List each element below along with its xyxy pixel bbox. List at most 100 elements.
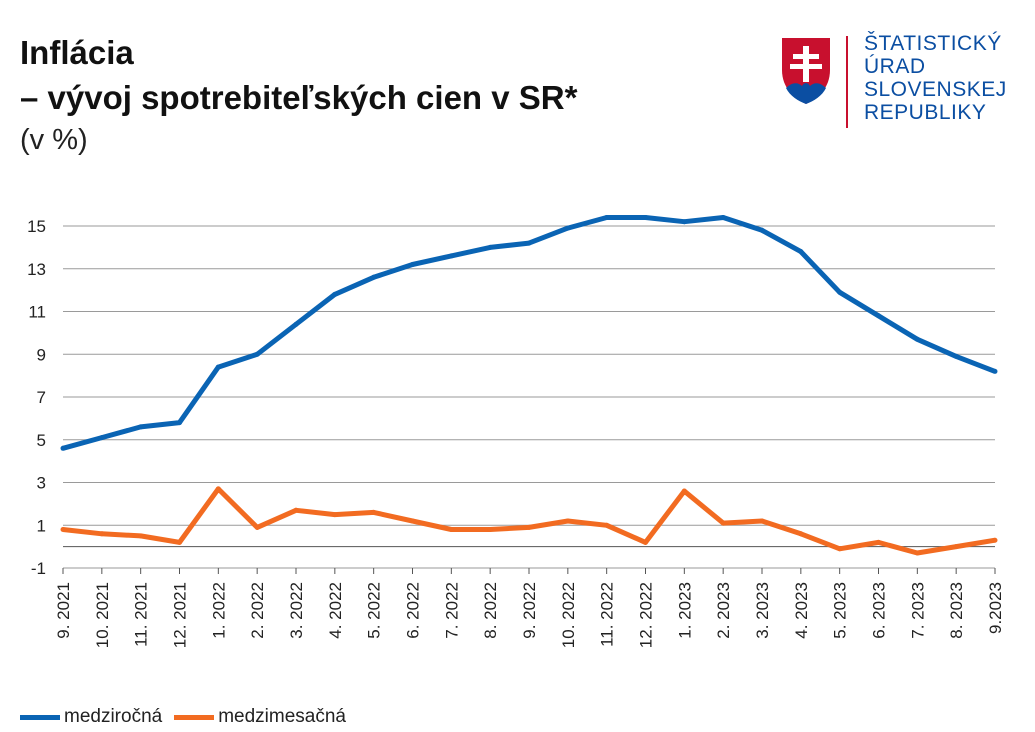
- x-tick-label: 7. 2022: [442, 582, 461, 639]
- x-tick-label: 11. 2022: [598, 582, 617, 647]
- logo-divider: [846, 36, 848, 128]
- series-lines: [60, 214, 998, 556]
- logo-text-line-4: REPUBLIKY: [864, 101, 987, 124]
- data-point-yoy: [876, 313, 881, 319]
- data-point-yoy: [99, 435, 105, 441]
- title-line-1: Inflácia: [20, 34, 134, 71]
- data-point-yoy: [487, 244, 493, 250]
- series-line-mom: [62, 486, 996, 556]
- data-point-mom: [215, 486, 221, 492]
- x-tick-label: 1. 2023: [675, 582, 694, 639]
- x-axis: 9. 2021 10. 2021 11. 2021 12. 2021 1. 2022 2.…: [54, 546, 1005, 648]
- y-tick-label: 15: [27, 217, 46, 236]
- y-tick-label: 13: [27, 260, 46, 279]
- data-point-mom: [681, 488, 687, 494]
- legend-item-yoy: medziročná: [20, 706, 162, 728]
- x-tick-label: 3. 2022: [287, 582, 306, 639]
- x-tick-label: 7. 2023: [908, 582, 927, 639]
- line-chart: 15 13 11 9 7 5 3 1 -1 9. 2021 10. 2021 11. 2021 12.…: [27, 214, 1005, 648]
- x-tick-label: 10. 2022: [559, 582, 578, 648]
- legend-swatch-yoy: [20, 714, 60, 720]
- x-tick-label: 9. 2021: [54, 582, 73, 639]
- y-tick-label: 1: [37, 516, 46, 535]
- x-tick-label: 12. 2021: [171, 582, 190, 648]
- x-tick-label: 2. 2023: [714, 582, 733, 639]
- series-line-yoy: [62, 215, 996, 451]
- data-point-mom: [293, 507, 299, 513]
- title-line-2: – vývoj spotrebiteľských cien v SR*: [20, 79, 578, 116]
- x-tick-label: 6. 2023: [870, 582, 889, 639]
- legend-label-yoy: medziročná: [64, 706, 163, 727]
- x-tick-label: 4. 2022: [326, 582, 345, 639]
- x-tick-label: 5. 2022: [365, 582, 384, 639]
- x-tick-label: 9.2023: [986, 582, 1005, 634]
- data-point-mom: [526, 524, 532, 530]
- data-point-yoy: [953, 353, 959, 359]
- data-point-yoy: [332, 291, 338, 297]
- data-point-mom: [332, 512, 338, 518]
- data-point-mom: [876, 539, 881, 545]
- logo-text-line-2: ÚRAD: [864, 55, 926, 78]
- data-point-yoy: [604, 214, 610, 220]
- data-point-yoy: [526, 240, 532, 246]
- data-point-yoy: [138, 424, 144, 430]
- data-point-mom: [448, 527, 454, 533]
- data-point-mom: [604, 522, 610, 528]
- x-tick-label: 2. 2022: [248, 582, 267, 639]
- data-point-mom: [254, 524, 260, 530]
- data-point-yoy: [410, 261, 415, 267]
- data-point-yoy: [60, 445, 66, 451]
- y-tick-label: -1: [31, 559, 46, 578]
- data-point-yoy: [293, 321, 299, 327]
- y-tick-label: 3: [37, 474, 46, 493]
- y-tick-label: 7: [37, 388, 46, 407]
- data-point-mom: [992, 537, 998, 543]
- data-point-yoy: [798, 249, 804, 255]
- legend-swatch-mom: [174, 714, 215, 720]
- gridlines: [63, 225, 995, 569]
- data-point-mom: [953, 544, 959, 550]
- x-tick-label: 6. 2022: [404, 582, 423, 639]
- x-tick-label: 10. 2021: [93, 582, 112, 648]
- data-point-yoy: [643, 214, 648, 220]
- y-axis-ticks: 15 13 11 9 7 5 3 1 -1: [27, 217, 46, 578]
- data-point-mom: [643, 539, 648, 545]
- data-point-mom: [487, 527, 493, 533]
- y-tick-label: 11: [28, 303, 46, 322]
- x-tick-label: 1. 2022: [209, 582, 228, 639]
- data-point-yoy: [681, 219, 687, 225]
- data-point-yoy: [720, 214, 726, 220]
- data-point-yoy: [914, 336, 920, 342]
- data-point-yoy: [448, 253, 454, 259]
- data-point-yoy: [254, 351, 260, 357]
- data-point-mom: [798, 531, 804, 537]
- slovak-coat-of-arms-icon: [782, 38, 830, 104]
- data-point-yoy: [837, 289, 843, 295]
- x-tick-label: 8. 2023: [947, 582, 966, 639]
- x-tick-label: 3. 2023: [753, 582, 772, 639]
- data-point-mom: [410, 518, 415, 524]
- data-point-yoy: [177, 420, 182, 426]
- legend-item-mom: medzimesačná: [174, 706, 346, 728]
- statistical-office-logo: ŠTATISTICKÝ ÚRAD SLOVENSKEJ REPUBLIKY: [778, 32, 1018, 132]
- x-tick-label: 9. 2022: [520, 582, 539, 639]
- data-point-mom: [565, 518, 571, 524]
- logo-text: ŠTATISTICKÝ ÚRAD SLOVENSKEJ REPUBLIKY: [864, 32, 1007, 124]
- data-point-mom: [914, 550, 920, 556]
- data-point-yoy: [215, 364, 221, 370]
- logo-text-line-1: ŠTATISTICKÝ: [864, 32, 1002, 55]
- data-point-yoy: [371, 274, 377, 280]
- data-point-mom: [837, 546, 843, 552]
- x-tick-label: 4. 2023: [792, 582, 811, 639]
- data-point-mom: [99, 531, 105, 537]
- logo-text-line-3: SLOVENSKEJ: [864, 78, 1007, 101]
- data-point-yoy: [992, 368, 998, 374]
- chart-title: Inflácia – vývoj spotrebiteľských cien v…: [20, 30, 577, 120]
- chart-unit-label: (v %): [20, 124, 88, 156]
- data-point-mom: [177, 539, 182, 545]
- y-tick-label: 5: [37, 431, 46, 450]
- data-point-mom: [138, 533, 144, 539]
- data-point-mom: [759, 518, 765, 524]
- data-point-mom: [371, 509, 377, 515]
- data-point-mom: [60, 527, 66, 533]
